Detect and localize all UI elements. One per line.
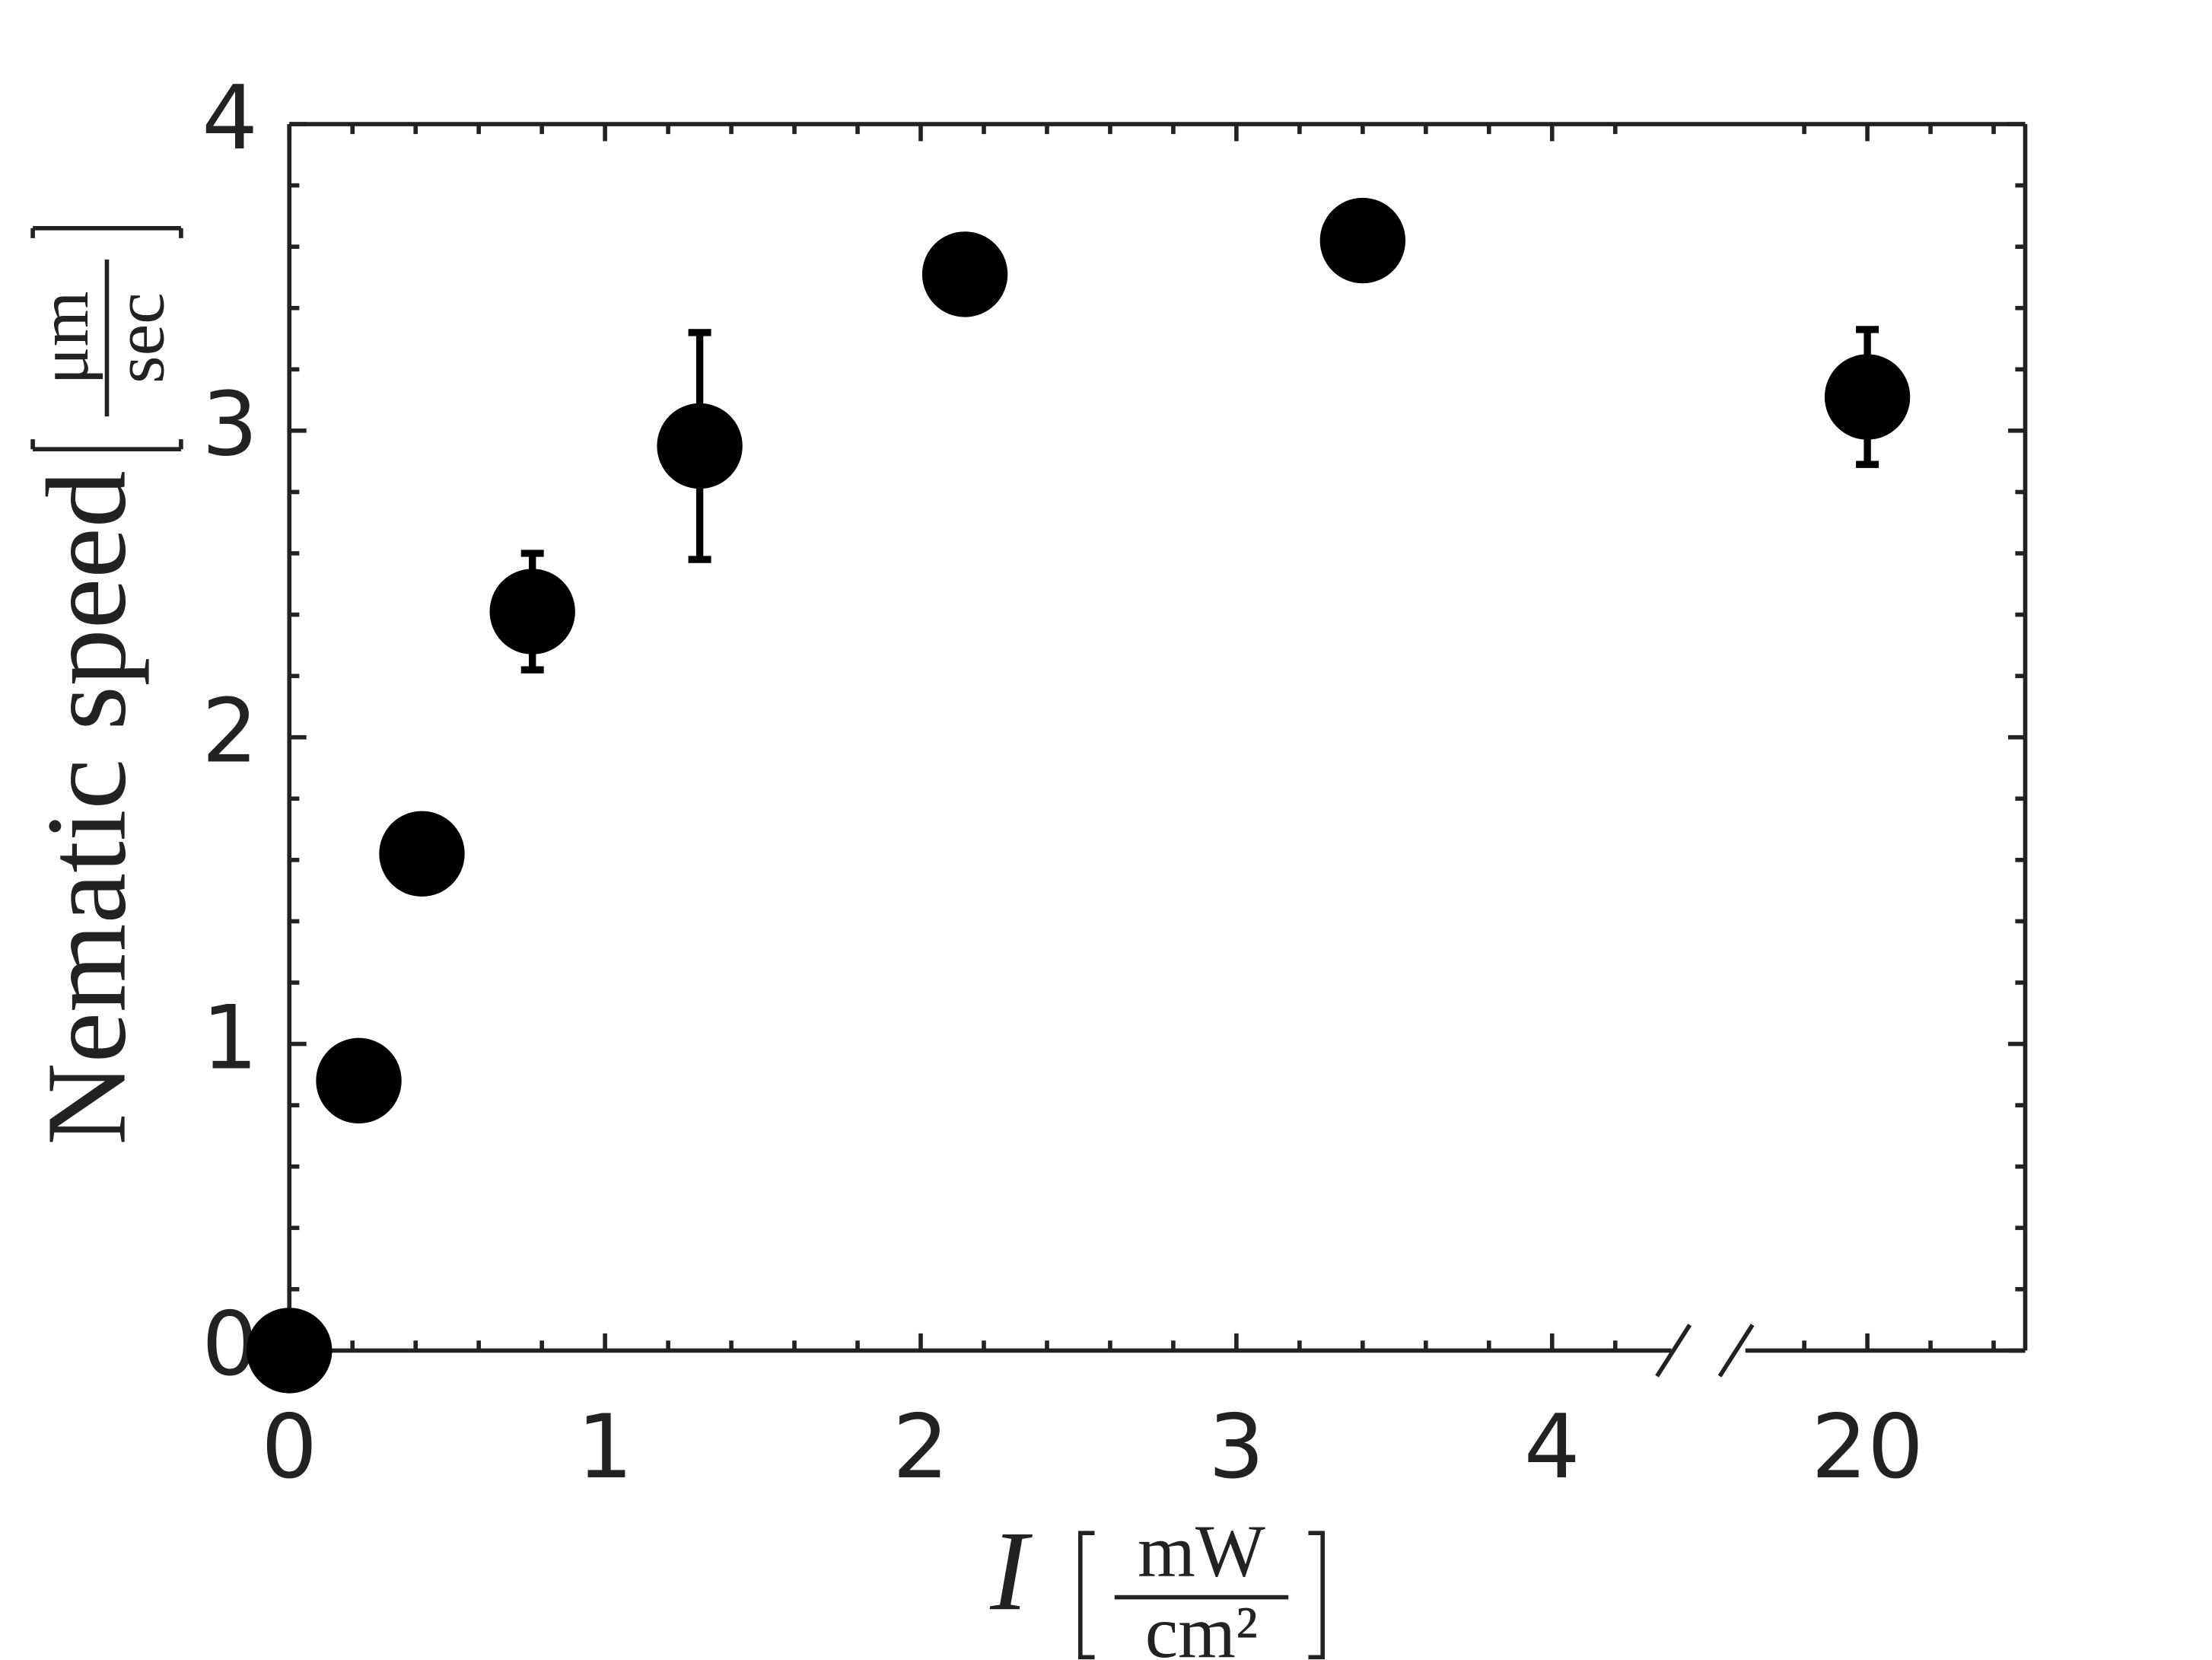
x-tick-label: 20 bbox=[1811, 1396, 1924, 1499]
y-unit-den: sec bbox=[100, 292, 179, 384]
y-label-text: Nematic speed bbox=[24, 470, 150, 1145]
y-tick-label: 3 bbox=[202, 374, 258, 476]
data-point bbox=[489, 569, 575, 655]
x-unit-den: cm² bbox=[1145, 1591, 1258, 1660]
x-tick-label: 0 bbox=[261, 1396, 317, 1499]
data-point bbox=[247, 1308, 333, 1394]
x-tick-label: 2 bbox=[893, 1396, 949, 1499]
y-unit-num: μm bbox=[25, 292, 103, 385]
bracket bbox=[1077, 1531, 1326, 1660]
data-point bbox=[379, 811, 465, 897]
x-axis-label: I mW cm² bbox=[989, 1508, 1326, 1660]
axis-break bbox=[1655, 1324, 1692, 1378]
x-tick-label: 4 bbox=[1524, 1396, 1580, 1499]
x-unit-num: mW bbox=[1138, 1510, 1265, 1592]
y-tick-label: 1 bbox=[202, 986, 258, 1089]
y-tick-label: 4 bbox=[202, 67, 258, 170]
x-tick-label: 1 bbox=[577, 1396, 633, 1499]
y-tick-label: 2 bbox=[202, 680, 258, 782]
data-point bbox=[1319, 197, 1406, 284]
data-point bbox=[921, 231, 1008, 317]
x-tick-label: 3 bbox=[1208, 1396, 1265, 1499]
data-point bbox=[657, 403, 743, 489]
y-axis-label: Nematic speed μm sec bbox=[24, 225, 183, 1145]
data-point bbox=[316, 1037, 402, 1124]
axis-break bbox=[1717, 1324, 1755, 1378]
x-label-text: I bbox=[989, 1508, 1033, 1634]
data-point bbox=[1824, 354, 1911, 440]
bracket bbox=[30, 225, 183, 452]
